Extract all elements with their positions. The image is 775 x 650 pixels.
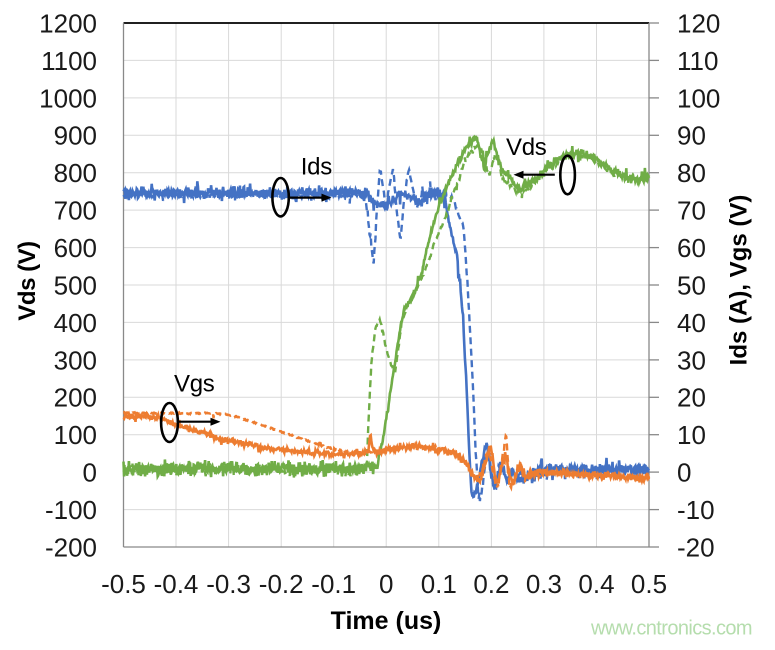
svg-text:Time (us): Time (us) <box>331 607 442 635</box>
svg-text:Ids: Ids <box>301 154 332 181</box>
svg-text:Vds: Vds <box>506 134 547 161</box>
svg-text:0.3: 0.3 <box>526 569 562 599</box>
svg-text:0.4: 0.4 <box>578 569 614 599</box>
svg-text:800: 800 <box>54 158 97 188</box>
svg-text:-0.2: -0.2 <box>259 569 304 599</box>
svg-text:0: 0 <box>677 458 691 488</box>
svg-text:300: 300 <box>54 345 97 375</box>
svg-text:700: 700 <box>54 196 97 226</box>
svg-text:1100: 1100 <box>41 46 97 76</box>
svg-text:-0.3: -0.3 <box>206 569 251 599</box>
svg-text:1200: 1200 <box>39 8 97 38</box>
svg-text:-0.4: -0.4 <box>154 569 199 599</box>
svg-text:900: 900 <box>54 121 97 151</box>
svg-text:www.cntronics.com: www.cntronics.com <box>590 618 752 640</box>
svg-text:-0.1: -0.1 <box>311 569 356 599</box>
svg-text:-100: -100 <box>45 495 97 525</box>
svg-text:90: 90 <box>677 121 706 151</box>
svg-text:120: 120 <box>677 8 720 38</box>
svg-text:-10: -10 <box>677 495 715 525</box>
svg-text:0.2: 0.2 <box>473 569 509 599</box>
svg-text:Vgs: Vgs <box>174 370 215 397</box>
svg-text:400: 400 <box>54 308 97 338</box>
svg-text:40: 40 <box>677 308 706 338</box>
svg-text:0.1: 0.1 <box>421 569 457 599</box>
svg-text:30: 30 <box>677 345 706 375</box>
svg-text:20: 20 <box>677 383 706 413</box>
svg-text:0: 0 <box>83 458 97 488</box>
svg-text:-20: -20 <box>677 532 715 562</box>
svg-text:100: 100 <box>54 420 97 450</box>
svg-text:200: 200 <box>54 383 97 413</box>
svg-text:-200: -200 <box>45 532 97 562</box>
svg-text:100: 100 <box>677 83 720 113</box>
svg-text:80: 80 <box>677 158 706 188</box>
svg-text:-0.5: -0.5 <box>101 569 146 599</box>
svg-text:60: 60 <box>677 233 706 263</box>
svg-text:0.5: 0.5 <box>631 569 667 599</box>
svg-text:600: 600 <box>54 233 97 263</box>
svg-text:110: 110 <box>677 46 718 76</box>
svg-text:1000: 1000 <box>39 83 97 113</box>
svg-text:10: 10 <box>677 420 706 450</box>
svg-text:50: 50 <box>677 270 706 300</box>
svg-text:Vds (V): Vds (V) <box>14 241 41 320</box>
svg-text:70: 70 <box>677 196 706 226</box>
svg-text:0: 0 <box>379 569 393 599</box>
svg-text:500: 500 <box>54 270 97 300</box>
svg-text:Ids (A), Vgs (V): Ids (A), Vgs (V) <box>726 195 753 366</box>
